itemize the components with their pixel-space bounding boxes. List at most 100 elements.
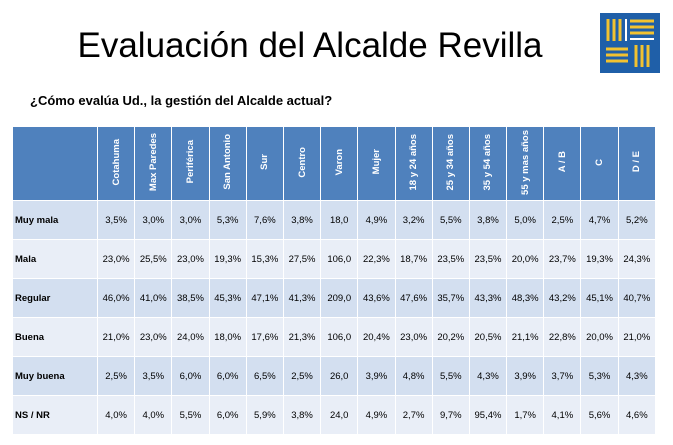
cell: 6,5% xyxy=(245,356,284,396)
cell: 3,7% xyxy=(543,356,582,396)
cell: 5,3% xyxy=(580,356,619,396)
table-row: Buena 21,0% 23,0% 24,0% 18,0% 17,6% 21,3% 106,0… xyxy=(12,317,657,357)
cell: 20,0% xyxy=(580,317,619,357)
table-row: Muy mala 3,5% 3,0% 3,0% 5,3% 7,6% 3,8% 18,0 4,9%… xyxy=(12,200,657,240)
row-label: Buena xyxy=(12,317,98,357)
cell: 3,2% xyxy=(394,200,433,240)
cell: 2,7% xyxy=(394,395,433,435)
column-header: Cotahuma xyxy=(96,126,136,201)
cell: 23,0% xyxy=(134,317,173,357)
cell: 20,2% xyxy=(431,317,470,357)
cell: 3,8% xyxy=(282,200,322,240)
cell: 4,6% xyxy=(617,395,657,435)
cell: 3,5% xyxy=(134,356,173,396)
table-row: Muy buena 2,5% 3,5% 6,0% 6,0% 6,5% 2,5% 26,0 3,9… xyxy=(12,356,657,396)
column-header: C xyxy=(580,126,619,201)
table-row: Regular 46,0% 41,0% 38,5% 45,3% 47,1% 41,3% 209… xyxy=(12,278,657,318)
column-header: Centro xyxy=(282,126,322,201)
cell: 3,8% xyxy=(468,200,508,240)
cell: 4,9% xyxy=(357,395,396,435)
cell: 21,0% xyxy=(617,317,657,357)
cell: 48,3% xyxy=(506,278,545,318)
table-row: Mala 23,0% 25,5% 23,0% 19,3% 15,3% 27,5% 106,0 2… xyxy=(12,239,657,279)
cell: 24,0% xyxy=(171,317,210,357)
column-header: 35 y 54 años xyxy=(468,126,508,201)
column-header: A / B xyxy=(543,126,582,201)
row-label: Regular xyxy=(12,278,98,318)
column-header: San Antonio xyxy=(208,126,247,201)
cell: 35,7% xyxy=(431,278,470,318)
column-header: Varon xyxy=(320,126,359,201)
cell: 4,0% xyxy=(96,395,136,435)
cell: 38,5% xyxy=(171,278,210,318)
row-label: Muy buena xyxy=(12,356,98,396)
title: Evaluación del Alcalde Revilla xyxy=(77,26,543,65)
column-header-text: Periférica xyxy=(184,140,196,184)
cell: 5,5% xyxy=(171,395,210,435)
column-header: Max Paredes xyxy=(134,126,173,201)
cell: 43,6% xyxy=(357,278,396,318)
cell: 24,3% xyxy=(617,239,657,279)
cell: 27,5% xyxy=(282,239,322,279)
cell: 23,7% xyxy=(543,239,582,279)
cell: 23,0% xyxy=(96,239,136,279)
cell: 9,7% xyxy=(431,395,470,435)
cell: 7,6% xyxy=(245,200,284,240)
cell: 209,0 xyxy=(320,278,359,318)
column-header: Sur xyxy=(245,126,284,201)
cell: 3,5% xyxy=(96,200,136,240)
cell: 3,0% xyxy=(171,200,210,240)
cell: 3,9% xyxy=(506,356,545,396)
column-header: 55 y mas años xyxy=(506,126,545,201)
cell: 15,3% xyxy=(245,239,284,279)
cell: 5,9% xyxy=(245,395,284,435)
cell: 18,7% xyxy=(394,239,433,279)
cell: 3,0% xyxy=(134,200,173,240)
cell: 26,0 xyxy=(320,356,359,396)
cell: 18,0 xyxy=(320,200,359,240)
row-label: Mala xyxy=(12,239,98,279)
cell: 5,5% xyxy=(431,356,470,396)
column-header-text: San Antonio xyxy=(222,134,234,190)
cell: 2,5% xyxy=(282,356,322,396)
cell: 4,9% xyxy=(357,200,396,240)
cell: 47,6% xyxy=(394,278,433,318)
column-header-text: 35 y 54 años xyxy=(482,133,494,191)
cell: 23,0% xyxy=(394,317,433,357)
cell: 5,2% xyxy=(617,200,657,240)
cell: 4,1% xyxy=(543,395,582,435)
cell: 20,0% xyxy=(506,239,545,279)
column-header-text: 25 y 34 años xyxy=(445,133,457,191)
cell: 45,3% xyxy=(208,278,247,318)
cell: 6,0% xyxy=(208,395,247,435)
cell: 22,3% xyxy=(357,239,396,279)
row-label: Muy mala xyxy=(12,200,98,240)
cell: 4,0% xyxy=(134,395,173,435)
header-row: Cotahuma Max Paredes Periférica San Antonio… xyxy=(12,126,657,201)
column-header-text: 18 y 24 años xyxy=(408,133,420,191)
cell: 19,3% xyxy=(580,239,619,279)
cell: 20,5% xyxy=(468,317,508,357)
cell: 4,7% xyxy=(580,200,619,240)
table-row: NS / NR 4,0% 4,0% 5,5% 6,0% 5,9% 3,8% 24,0 4,9% 2… xyxy=(12,395,657,435)
column-header: Mujer xyxy=(357,126,396,201)
cell: 25,5% xyxy=(134,239,173,279)
cell: 22,8% xyxy=(543,317,582,357)
column-header-text: Mujer xyxy=(370,149,382,175)
cell: 20,4% xyxy=(357,317,396,357)
cell: 5,6% xyxy=(580,395,619,435)
cell: 106,0 xyxy=(320,239,359,279)
cell: 43,3% xyxy=(468,278,508,318)
cell: 45,1% xyxy=(580,278,619,318)
row-label: NS / NR xyxy=(12,395,98,435)
cell: 46,0% xyxy=(96,278,136,318)
column-header-text: Cotahuma xyxy=(110,138,122,186)
column-header-text: Centro xyxy=(296,146,308,178)
column-header-text: Varon xyxy=(333,148,345,176)
cell: 106,0 xyxy=(320,317,359,357)
cell: 24,0 xyxy=(320,395,359,435)
cell: 41,3% xyxy=(282,278,322,318)
cell: 4,3% xyxy=(617,356,657,396)
column-header: 25 y 34 años xyxy=(431,126,470,201)
cell: 21,1% xyxy=(506,317,545,357)
